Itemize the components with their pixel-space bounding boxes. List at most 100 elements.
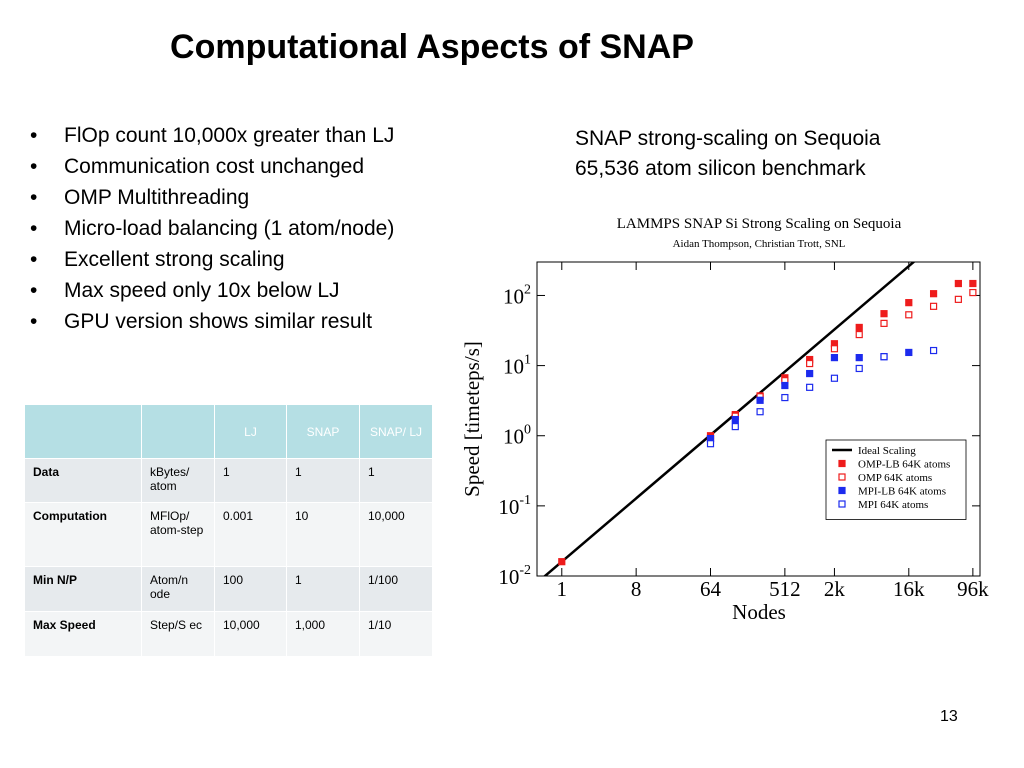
- bullet: OMP Multithreading: [30, 182, 394, 213]
- table-row: Min N/P Atom/n ode 100 1 1/100: [24, 566, 433, 612]
- data-point: [905, 311, 913, 319]
- data-point: [905, 299, 913, 307]
- data-point: [781, 381, 789, 390]
- bullet: GPU version shows similar result: [30, 306, 394, 337]
- data-point: [806, 383, 814, 391]
- x-tick-label: 64: [700, 577, 722, 601]
- data-point: [929, 346, 938, 355]
- x-tick-label: 16k: [893, 577, 925, 601]
- table-row: Data kBytes/ atom 1 1 1: [24, 458, 433, 503]
- data-point: [880, 353, 888, 361]
- x-tick-label: 8: [631, 577, 642, 601]
- data-point: [781, 393, 789, 402]
- legend-label: Ideal Scaling: [858, 445, 916, 457]
- bullet: Max speed only 10x below LJ: [30, 275, 394, 306]
- table-cell: MFlOp/ atom-step: [141, 502, 215, 567]
- header-cell: LJ: [214, 404, 287, 459]
- data-point: [731, 415, 739, 424]
- caption: SNAP strong-scaling on Sequoia 65,536 ato…: [575, 124, 880, 184]
- data-point: [929, 290, 938, 298]
- data-point: [830, 374, 839, 382]
- x-tick-label: 96k: [957, 577, 989, 601]
- legend-box: [825, 439, 967, 520]
- page-number: 13: [940, 708, 958, 725]
- x-tick-label: 512: [769, 577, 801, 601]
- table-cell: 0.001: [214, 502, 287, 567]
- table-cell: Step/S ec: [141, 611, 215, 657]
- data-point: [880, 319, 888, 327]
- legend-label: OMP-LB 64K atoms: [858, 459, 950, 471]
- table-cell: 1,000: [286, 611, 360, 657]
- table-cell: 1/10: [359, 611, 433, 657]
- data-point: [855, 354, 863, 362]
- data-point: [830, 345, 839, 353]
- table-cell: Max Speed: [24, 611, 142, 657]
- table-cell: Data: [24, 458, 142, 503]
- data-point: [954, 295, 962, 303]
- bullet: FlOp count 10,000x greater than LJ: [30, 120, 394, 151]
- table-cell: Computation: [24, 502, 142, 567]
- y-tick-label: 101: [503, 353, 531, 379]
- data-point: [806, 359, 814, 368]
- x-axis-label: Nodes: [732, 600, 786, 624]
- table-row: Max Speed Step/S ec 10,000 1,000 1/10: [24, 611, 433, 657]
- data-point: [855, 364, 863, 373]
- data-point: [756, 396, 764, 404]
- chart-subtitle: Aidan Thompson, Christian Trott, SNL: [673, 238, 846, 250]
- legend-swatch: [838, 473, 846, 481]
- caption-line: 65,536 atom silicon benchmark: [575, 157, 866, 180]
- data-point: [558, 558, 566, 566]
- bullet-list: FlOp count 10,000x greater than LJCommun…: [30, 120, 394, 337]
- y-tick-label: 100: [503, 423, 531, 449]
- table-cell: 1/100: [359, 566, 433, 612]
- table-cell: 1: [359, 458, 433, 503]
- x-tick-label: 2k: [824, 577, 846, 601]
- data-point: [969, 288, 977, 297]
- x-tick-label: 1: [557, 577, 568, 601]
- data-point: [855, 330, 863, 339]
- plot-area: [543, 262, 977, 576]
- legend-label: OMP 64K atoms: [858, 472, 932, 484]
- slide-title: Computational Aspects of SNAP: [170, 28, 694, 66]
- table-cell: 1: [286, 566, 360, 612]
- table-cell: Min N/P: [24, 566, 142, 612]
- data-point: [731, 422, 739, 431]
- data-point: [830, 354, 839, 362]
- y-tick-label: 10-1: [498, 493, 531, 519]
- table-cell: 100: [214, 566, 287, 612]
- bullet: Micro-load balancing (1 atom/node): [30, 213, 394, 244]
- caption-line: SNAP strong-scaling on Sequoia: [575, 127, 881, 150]
- data-point: [929, 302, 938, 310]
- header-cell: SNAP: [286, 404, 360, 459]
- table-cell: 10: [286, 502, 360, 567]
- legend-swatch: [838, 500, 846, 508]
- y-tick-label: 10-2: [498, 563, 531, 589]
- data-point: [880, 310, 888, 318]
- data-point: [855, 323, 863, 332]
- bullet: Excellent strong scaling: [30, 244, 394, 275]
- legend-label: MPI-LB 64K atoms: [858, 486, 946, 498]
- legend-swatch: [838, 459, 846, 468]
- table-cell: 1: [214, 458, 287, 503]
- y-tick-label: 102: [503, 282, 531, 308]
- data-point: [706, 440, 715, 448]
- table-cell: 1: [286, 458, 360, 503]
- table-cell: 10,000: [214, 611, 287, 657]
- plot-frame: [536, 261, 981, 577]
- table: LJ SNAP SNAP/ LJ Data kBytes/ atom 1 1 1 Comput…: [24, 404, 433, 657]
- data-point: [756, 408, 764, 416]
- header-cell: SNAP/ LJ: [359, 404, 433, 459]
- data-point: [954, 279, 962, 288]
- legend-swatch: [838, 486, 846, 495]
- table-row: Computation MFlOp/ atom-step 0.001 10 10,000: [24, 502, 433, 567]
- table-header: LJ SNAP SNAP/ LJ: [24, 404, 433, 459]
- data-point: [969, 279, 977, 288]
- bullet: Communication cost unchanged: [30, 151, 394, 182]
- chart-title: LAMMPS SNAP Si Strong Scaling on Sequoia: [617, 216, 902, 232]
- table-cell: 10,000: [359, 502, 433, 567]
- legend-label: MPI 64K atoms: [858, 499, 928, 511]
- y-axis-label: Speed [timeteps/s]: [460, 341, 484, 497]
- data-point: [806, 369, 814, 378]
